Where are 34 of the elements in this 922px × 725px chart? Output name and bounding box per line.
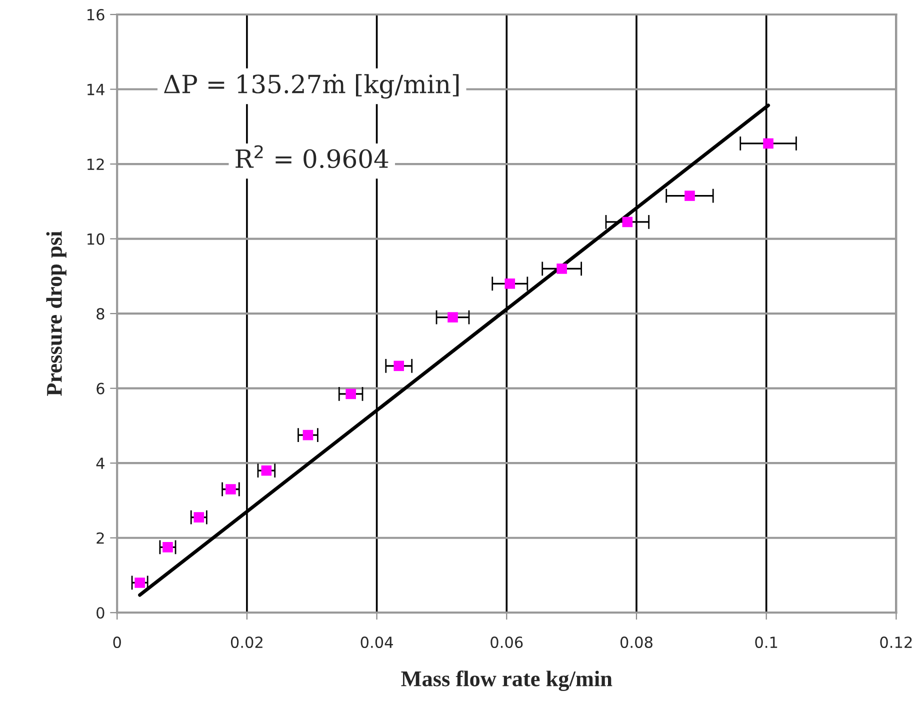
x-tick-label: 0.12 — [880, 636, 912, 648]
point — [556, 264, 567, 274]
x-axis-title: Mass flow rate kg/min — [401, 670, 612, 692]
point — [194, 512, 204, 522]
y-tick-label: 10 — [88, 233, 104, 245]
y-tick-label: 8 — [96, 308, 104, 320]
x-tick-label: 0.06 — [490, 636, 523, 648]
x-tick-label: 0.08 — [620, 636, 652, 648]
point — [162, 542, 173, 552]
point — [134, 578, 145, 588]
point — [622, 216, 633, 228]
annotation: ΔP = 135.27ṁ [kg/min] — [164, 74, 459, 99]
point — [302, 430, 314, 440]
point — [394, 360, 404, 372]
x-tick-label: 0.02 — [230, 636, 262, 648]
x-tick-label: 0.1 — [755, 636, 778, 648]
annotation: R$^{2}$ = 0.9604 — [236, 145, 388, 168]
y-tick-label: 14 — [88, 84, 104, 96]
x-tick-label: 0.04 — [360, 636, 393, 648]
y-tick-label: 0 — [96, 607, 104, 619]
y-tick-label: 6 — [96, 382, 104, 394]
point — [226, 484, 236, 494]
x-tick-label: 0 — [113, 636, 121, 648]
point — [261, 465, 272, 476]
y-tick-label: 12 — [88, 158, 104, 170]
point — [346, 388, 356, 400]
y-tick-label: 2 — [96, 532, 104, 544]
point — [684, 190, 695, 201]
y-tick-label: 4 — [96, 458, 104, 469]
y-tick-label: 16 — [88, 8, 104, 21]
point — [763, 138, 774, 149]
point — [504, 278, 516, 289]
y-axis-title: Pressure drop psi — [46, 231, 66, 396]
point — [448, 312, 458, 322]
